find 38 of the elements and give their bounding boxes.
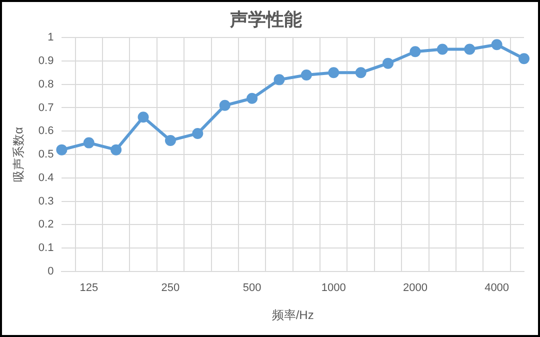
y-tick-label: 0 — [48, 265, 54, 278]
point — [219, 100, 230, 111]
point — [246, 92, 258, 104]
point — [382, 58, 394, 69]
point — [56, 144, 68, 156]
y-tick-label: 0.3 — [38, 195, 54, 208]
point — [464, 44, 476, 55]
point — [110, 144, 122, 156]
x-tick-label: 125 — [80, 282, 98, 294]
x-tick-label: 1000 — [321, 282, 346, 294]
y-tick-label: 0.6 — [38, 125, 54, 138]
point — [436, 44, 448, 55]
point — [164, 134, 176, 146]
point — [518, 53, 530, 64]
x-tick-label: 500 — [242, 282, 262, 294]
point — [410, 46, 421, 58]
y-tick-label: 0.2 — [38, 218, 54, 231]
x-tick-label: 2000 — [402, 282, 428, 294]
x-axis-title: 频率/Hz — [272, 308, 314, 322]
y-tick-label: 0.8 — [38, 78, 54, 90]
chart-title: 声学性能 — [229, 9, 302, 30]
x-tick-label: 4000 — [484, 282, 510, 294]
y-tick-label: 0.1 — [38, 242, 54, 254]
y-tick-label: 0.7 — [38, 102, 54, 114]
y-tick-label: 1 — [48, 32, 54, 44]
x-tick-label: 250 — [161, 282, 180, 294]
y-axis-title: 吸声系数α — [12, 126, 26, 182]
y-tick-label: 0.9 — [38, 55, 54, 68]
point — [300, 70, 312, 81]
point — [192, 128, 204, 139]
point — [328, 67, 340, 78]
point — [274, 74, 285, 86]
point — [355, 67, 366, 78]
point — [83, 137, 94, 148]
y-tick-label: 0.4 — [38, 172, 54, 184]
point — [138, 112, 149, 123]
point — [491, 39, 502, 50]
y-tick-label: 0.5 — [38, 148, 54, 161]
